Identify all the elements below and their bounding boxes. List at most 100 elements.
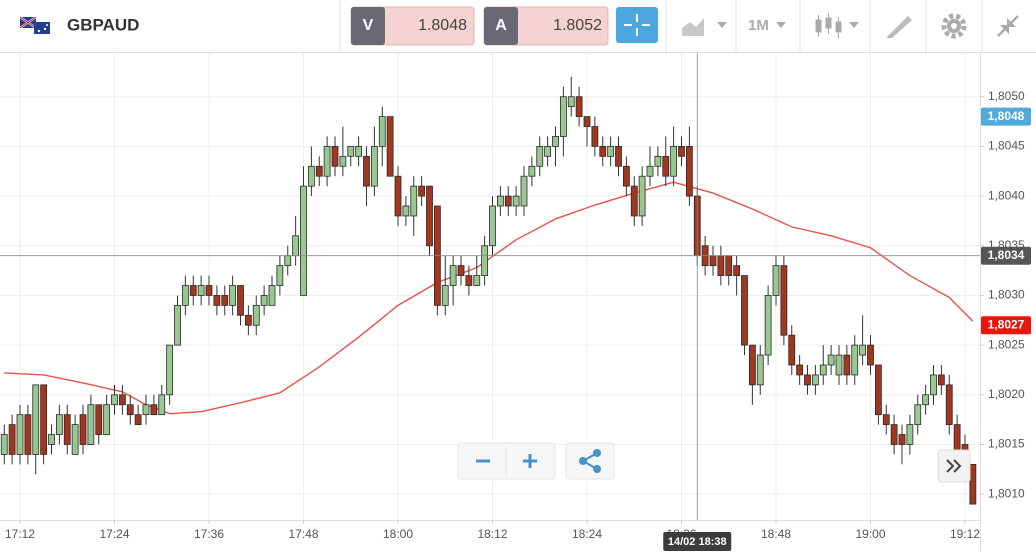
candle-body <box>922 394 930 406</box>
candle-body <box>819 364 827 376</box>
candle-body <box>268 285 276 306</box>
candle-body <box>843 354 851 376</box>
candle-body <box>685 145 693 197</box>
candle-body <box>126 404 134 416</box>
zoom-in-button[interactable] <box>523 454 537 468</box>
candle-body <box>670 145 678 177</box>
timeframe: 1M <box>748 17 769 34</box>
candle-body <box>24 414 32 455</box>
x-tick-label: 17:48 <box>288 527 318 541</box>
price-tag <box>981 107 1031 126</box>
candle-body <box>402 205 410 217</box>
x-tick-label: 19:00 <box>855 527 885 541</box>
candle-body <box>678 145 685 157</box>
candle-body <box>646 165 654 177</box>
candle-body <box>709 255 717 267</box>
candle-body <box>536 145 544 167</box>
y-tick-label: 1,8025 <box>988 337 1025 351</box>
candle-body <box>481 245 489 276</box>
candle-body <box>260 295 268 306</box>
indicator-button[interactable] <box>682 18 727 36</box>
moving-average <box>4 181 974 415</box>
candle-body <box>189 285 197 296</box>
candle-body <box>867 344 874 366</box>
candle-body <box>504 195 512 207</box>
candle-body <box>111 394 118 406</box>
ask-button[interactable]: A 1.8052 <box>483 6 609 46</box>
candle-body <box>410 185 418 217</box>
crosshair-tag <box>981 246 1031 265</box>
candle-body <box>930 374 937 396</box>
candle-body <box>95 404 103 435</box>
candle-body <box>339 155 347 167</box>
candle-body <box>607 145 615 157</box>
settings-button[interactable] <box>941 13 967 39</box>
x-tick-label: 18:48 <box>761 527 791 541</box>
candle-body <box>827 354 835 366</box>
candle-body <box>441 285 449 306</box>
candle-body <box>331 145 339 167</box>
ask-price: 1.8052 <box>553 17 602 34</box>
candle-body <box>292 235 300 257</box>
zoom-controls <box>457 442 615 480</box>
candle-body <box>394 175 402 217</box>
crosshair-time-tag <box>663 532 732 551</box>
candle-body <box>622 165 630 187</box>
candle-body <box>48 434 55 445</box>
candle-body <box>134 414 142 426</box>
share-button[interactable] <box>579 449 601 473</box>
flag <box>19 16 50 34</box>
candle-body <box>780 265 788 336</box>
candle-body <box>489 205 496 247</box>
candle-body <box>71 424 79 455</box>
candle-body <box>158 394 166 416</box>
candle-body <box>229 285 237 306</box>
candle-body <box>874 364 882 416</box>
candle-body <box>945 384 953 426</box>
draw-button[interactable] <box>886 16 912 38</box>
candle-body <box>811 374 819 386</box>
candle-body <box>725 255 733 276</box>
scroll-end-button[interactable] <box>937 449 971 483</box>
candle-body <box>756 354 764 386</box>
candle-body <box>733 265 741 276</box>
candle-body <box>473 275 481 286</box>
collapse-button[interactable] <box>997 15 1019 37</box>
candle-body <box>355 145 363 157</box>
x-tick-label: 17:36 <box>194 527 224 541</box>
candle-body <box>544 145 552 157</box>
candle-body <box>575 96 583 117</box>
candle-body <box>79 414 87 445</box>
candle-body <box>315 165 323 177</box>
candle-body <box>741 275 748 346</box>
candle-body <box>772 265 780 296</box>
chart-type-button[interactable] <box>815 13 859 38</box>
price-tag <box>981 316 1031 335</box>
timeframe-button[interactable]: 1M <box>748 17 786 34</box>
candle-body <box>764 295 772 356</box>
bid-price: 1.8048 <box>418 17 467 34</box>
overlay: 1,8034 14/02 18:38 1,8048 1,8027 <box>0 53 1031 551</box>
candle-body <box>386 116 394 177</box>
candle-body <box>205 285 213 296</box>
bid-button[interactable]: V 1.8048 <box>350 6 475 46</box>
candle-body <box>323 145 331 177</box>
candle-body <box>284 255 292 267</box>
candle-body <box>654 155 662 167</box>
x-tick-label: 17:12 <box>5 527 35 541</box>
crosshair-button[interactable] <box>616 7 658 43</box>
y-tick-label: 1,8030 <box>988 288 1025 302</box>
y-tick-label: 1,8010 <box>988 486 1025 500</box>
candle-body <box>142 404 150 416</box>
candle-body <box>363 155 370 187</box>
candle-body <box>252 304 260 326</box>
candle-body <box>0 434 8 455</box>
candle-body <box>166 344 174 396</box>
candle-body <box>567 96 575 108</box>
symbol: GBPAUD <box>67 15 139 34</box>
candle-body <box>449 265 457 286</box>
x-tick-label: 18:12 <box>477 527 507 541</box>
candle-body <box>347 145 355 157</box>
candle-body <box>583 116 591 127</box>
candle-body <box>8 424 16 455</box>
